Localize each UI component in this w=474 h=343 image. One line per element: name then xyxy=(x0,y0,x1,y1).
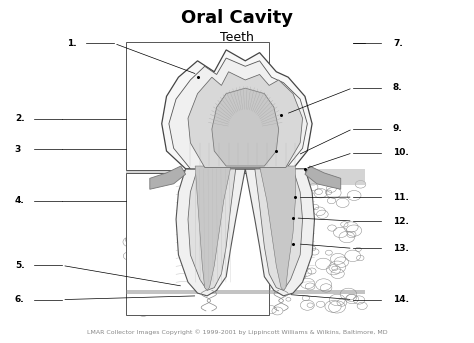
Polygon shape xyxy=(188,169,302,291)
Text: Oral Cavity: Oral Cavity xyxy=(181,9,293,27)
Text: 13.: 13. xyxy=(393,244,409,253)
Text: 1.: 1. xyxy=(67,39,76,48)
Bar xyxy=(126,169,365,185)
Text: 6.: 6. xyxy=(15,295,25,304)
Polygon shape xyxy=(212,88,279,166)
Polygon shape xyxy=(260,166,295,291)
Text: 3: 3 xyxy=(15,145,21,154)
Text: 5.: 5. xyxy=(15,261,25,270)
Bar xyxy=(126,173,269,315)
Polygon shape xyxy=(176,169,314,296)
Polygon shape xyxy=(305,166,341,189)
Text: 8.: 8. xyxy=(393,83,402,92)
Text: LMAR Collector Images Copyright © 1999-2001 by Lippincott Williams & Wilkins, Ba: LMAR Collector Images Copyright © 1999-2… xyxy=(87,330,387,335)
Text: Teeth: Teeth xyxy=(220,32,254,45)
Text: 7.: 7. xyxy=(393,39,403,48)
Polygon shape xyxy=(188,72,302,167)
Text: 14.: 14. xyxy=(393,295,409,304)
Polygon shape xyxy=(150,166,186,189)
Text: 9.: 9. xyxy=(393,124,403,133)
Text: 12.: 12. xyxy=(393,216,409,226)
Text: 4.: 4. xyxy=(15,196,25,205)
Polygon shape xyxy=(169,58,307,169)
Polygon shape xyxy=(195,166,231,291)
Bar xyxy=(126,42,269,170)
Bar xyxy=(126,290,365,295)
Text: 10.: 10. xyxy=(393,148,409,157)
Text: 11.: 11. xyxy=(393,193,409,202)
Bar xyxy=(126,42,365,315)
Text: 2.: 2. xyxy=(15,114,25,123)
Polygon shape xyxy=(162,50,312,169)
